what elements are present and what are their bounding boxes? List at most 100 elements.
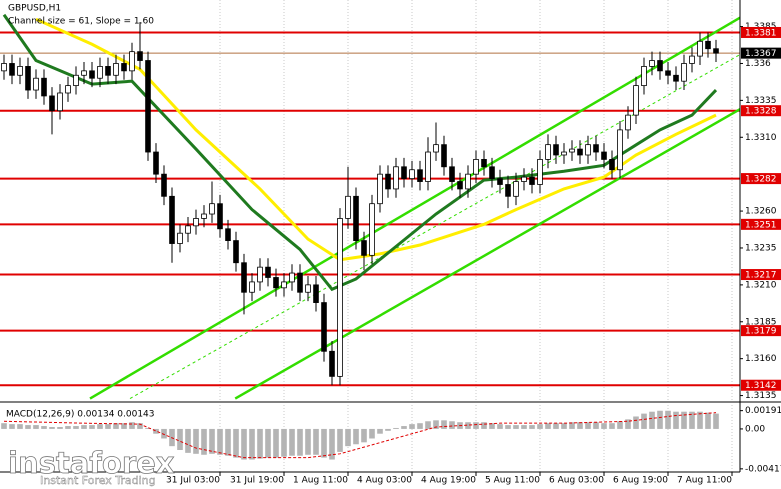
axes: 31 Jul 03:00 31 Jul 19:00 1 Aug 11:00 4 Aug…	[166, 22, 781, 486]
macd-bar	[705, 412, 711, 429]
macd-bar	[73, 426, 79, 429]
level-label: 1.3179	[745, 327, 777, 337]
brand: instaforex	[8, 446, 175, 480]
macd-bar	[257, 428, 263, 459]
candle-body	[665, 70, 671, 76]
macd-bar	[465, 422, 471, 429]
candle-body	[193, 218, 199, 227]
level-label: 1.3328	[745, 107, 777, 117]
macd-bar	[697, 411, 703, 429]
candle-body	[689, 55, 695, 64]
candle-body	[449, 166, 455, 182]
last-price-box	[741, 47, 781, 59]
macd-bar	[177, 428, 183, 450]
macd-bar	[353, 428, 359, 445]
macd-bar	[57, 427, 63, 429]
macd-bar	[209, 428, 215, 454]
x-tick-label: 7 Aug 11:00	[677, 476, 732, 486]
macd-bar	[641, 413, 647, 429]
macd-bar	[425, 421, 431, 429]
candle-body	[161, 173, 167, 197]
candle-body	[297, 272, 303, 293]
macd-bar	[297, 428, 303, 456]
macd-bar	[409, 424, 415, 429]
candle-body	[713, 48, 719, 54]
candle-body	[513, 181, 519, 197]
macd-bar	[329, 428, 335, 460]
candle-body	[89, 70, 95, 79]
macd-bar	[673, 411, 679, 429]
level-label: 1.3381	[745, 28, 777, 38]
candle-body	[281, 281, 287, 289]
candle-body	[409, 169, 415, 179]
macd-bar	[217, 428, 223, 455]
candle-body	[417, 169, 423, 182]
candle-body	[345, 195, 351, 219]
macd-bar	[281, 428, 287, 457]
candle-body	[57, 92, 63, 112]
candle-body	[545, 144, 551, 160]
macd-bar	[113, 423, 119, 429]
macd-signal	[3, 412, 717, 459]
candle-body	[537, 159, 543, 185]
candle-body	[313, 284, 319, 303]
y-tick-label: 1.336	[745, 59, 771, 69]
x-tick-label: 4 Aug 19:00	[421, 476, 476, 486]
candle-body	[73, 74, 79, 87]
macd-bar	[105, 424, 111, 429]
candle-body	[305, 284, 311, 293]
macd-bar	[433, 420, 439, 429]
level-label-box	[741, 269, 781, 281]
candle-body	[169, 195, 175, 244]
candle-body	[609, 159, 615, 171]
macd-bar	[617, 421, 623, 429]
macd-bar	[521, 425, 527, 429]
candle-body	[673, 74, 679, 82]
level-label-box	[741, 325, 781, 337]
macd-bar	[553, 423, 559, 429]
candle-body	[225, 228, 231, 241]
candle-body	[9, 63, 15, 76]
macd-bar	[529, 425, 535, 429]
macd-bar	[561, 423, 567, 429]
candle-body	[425, 151, 431, 182]
macd-bar	[145, 427, 151, 429]
candle-body	[521, 176, 527, 182]
macd-bar	[489, 423, 495, 429]
macd-bar	[241, 428, 247, 460]
candle-body	[705, 40, 711, 50]
macd-bar	[41, 426, 47, 429]
macd-bar	[681, 411, 687, 429]
candle-body	[377, 173, 383, 205]
candle-body	[1, 63, 7, 72]
candle-body	[129, 51, 135, 72]
macd-bar	[505, 425, 511, 429]
candle-body	[25, 66, 31, 91]
y-tick-label: 1.3260	[745, 207, 777, 217]
macd-bar	[473, 422, 479, 429]
macd-bar	[97, 424, 103, 429]
candle-body	[145, 60, 151, 153]
macd-bar	[497, 424, 503, 429]
x-tick-label: 31 Jul 19:00	[230, 476, 284, 486]
macd-bar	[129, 422, 135, 429]
y-tick-label: 1.3235	[745, 243, 777, 253]
macd-bar	[625, 419, 631, 429]
candle-body	[249, 281, 255, 293]
macd-bar	[289, 428, 295, 456]
tagline: Instant Forex Trading	[40, 474, 156, 487]
candle-body	[649, 60, 655, 67]
macd-bar	[665, 410, 671, 429]
level-label-box	[741, 26, 781, 38]
macd-bar	[569, 422, 575, 429]
macd-bar	[345, 428, 351, 447]
macd-bar	[121, 423, 127, 429]
candle-body	[457, 181, 463, 190]
chart-subtitle: Channel size = 61, Slope = 1.60	[8, 17, 154, 27]
candle-body	[577, 148, 583, 156]
candle-body	[697, 40, 703, 57]
price-panel	[0, 0, 740, 400]
macd-bar	[585, 422, 591, 429]
candle-body	[617, 129, 623, 171]
candle-body	[625, 114, 631, 131]
